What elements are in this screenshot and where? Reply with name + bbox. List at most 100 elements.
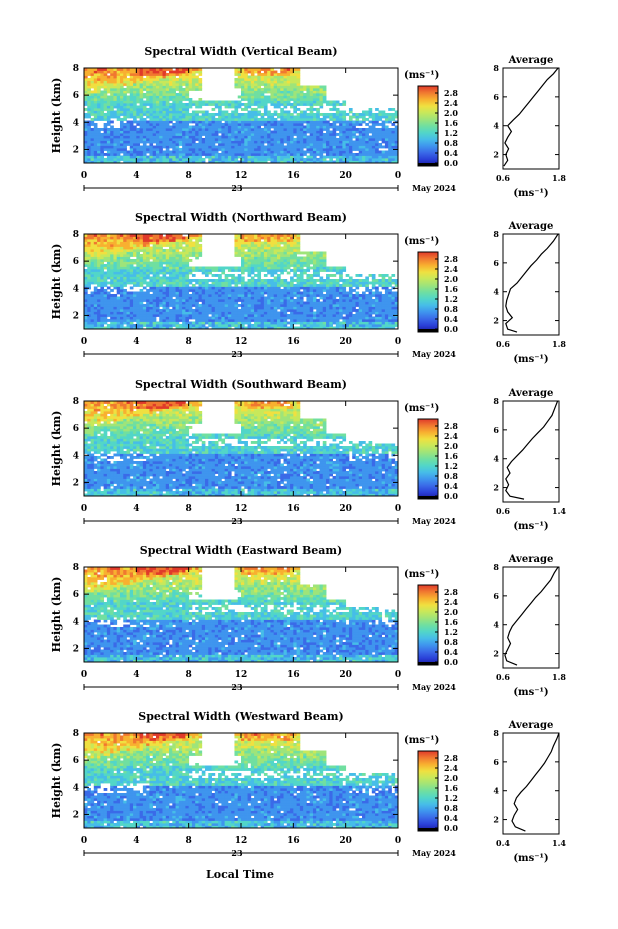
heatmap-cell bbox=[178, 85, 183, 89]
heatmap-cell bbox=[227, 128, 232, 131]
heatmap-cell bbox=[172, 289, 176, 292]
heatmap-cell bbox=[119, 304, 124, 307]
profile-frame bbox=[502, 67, 560, 170]
heatmap-cell bbox=[375, 108, 379, 111]
heatmap-cell bbox=[191, 158, 196, 161]
heatmap-cell bbox=[175, 291, 180, 295]
heatmap-cell bbox=[316, 158, 320, 161]
heatmap-cell bbox=[329, 138, 333, 141]
heatmap-cell bbox=[178, 98, 183, 101]
heatmap-cell bbox=[97, 316, 101, 320]
heatmap-cell bbox=[241, 128, 245, 131]
heatmap-cell bbox=[241, 70, 245, 74]
heatmap-cell bbox=[116, 241, 121, 245]
heatmap-cell bbox=[208, 309, 212, 312]
heatmap-cell bbox=[247, 130, 252, 134]
heatmap-cell bbox=[283, 291, 288, 295]
heatmap-cell bbox=[175, 128, 180, 131]
heatmap-cell bbox=[182, 95, 186, 99]
heatmap-cell bbox=[371, 128, 376, 131]
heatmap-cell bbox=[270, 120, 275, 124]
heatmap-cell bbox=[342, 120, 347, 124]
heatmap-cell bbox=[106, 249, 111, 252]
heatmap-cell bbox=[119, 301, 124, 305]
heatmap-cell bbox=[211, 269, 216, 272]
heatmap-cell bbox=[283, 269, 288, 272]
heatmap-cell bbox=[149, 301, 154, 305]
heatmap-cell bbox=[165, 75, 170, 79]
heatmap-cell bbox=[162, 95, 167, 99]
heatmap-cell bbox=[113, 83, 118, 86]
heatmap-cell bbox=[182, 83, 186, 86]
heatmap-cell bbox=[149, 95, 154, 99]
heatmap-cell bbox=[93, 153, 98, 156]
heatmap-cell bbox=[237, 145, 242, 149]
heatmap-cell bbox=[365, 140, 369, 144]
heatmap-cell bbox=[103, 158, 108, 161]
heatmap-cell bbox=[283, 68, 288, 71]
heatmap-cell bbox=[123, 90, 127, 94]
heatmap-cell bbox=[119, 73, 124, 76]
heatmap-cell bbox=[110, 284, 114, 287]
heatmap-cell bbox=[175, 123, 180, 126]
heatmap-cell bbox=[270, 306, 275, 310]
heatmap-cell bbox=[182, 103, 186, 106]
heatmap-cell bbox=[244, 115, 248, 119]
heatmap-cell bbox=[90, 309, 95, 312]
heatmap-cell bbox=[152, 68, 157, 71]
heatmap-cell bbox=[273, 294, 278, 297]
heatmap-cell bbox=[201, 269, 206, 272]
heatmap-cell bbox=[110, 115, 114, 119]
heatmap-cell bbox=[198, 234, 203, 237]
heatmap-cell bbox=[391, 118, 396, 121]
heatmap-cell bbox=[201, 100, 206, 104]
heatmap-cell bbox=[90, 291, 95, 295]
heatmap-cell bbox=[188, 73, 193, 76]
heatmap-cell bbox=[257, 145, 262, 149]
heatmap-cell bbox=[280, 80, 284, 84]
heatmap-cell bbox=[100, 294, 105, 297]
heatmap-cell bbox=[129, 246, 134, 250]
heatmap-cell bbox=[237, 125, 242, 129]
heatmap-cell bbox=[214, 311, 219, 315]
heatmap-cell bbox=[119, 105, 124, 109]
heatmap-cell bbox=[231, 100, 235, 104]
heatmap-cell bbox=[169, 160, 173, 164]
heatmap-cell bbox=[218, 128, 222, 131]
heatmap-cell bbox=[270, 234, 275, 237]
heatmap-cell bbox=[93, 316, 98, 320]
heatmap-cell bbox=[293, 133, 297, 136]
heatmap-cell bbox=[93, 289, 98, 292]
heatmap-cell bbox=[106, 254, 111, 257]
heatmap-cell bbox=[139, 266, 144, 270]
heatmap-cell bbox=[224, 113, 229, 116]
heatmap-cell bbox=[116, 244, 121, 247]
heatmap-cell bbox=[384, 128, 389, 131]
heatmap-cell bbox=[165, 239, 170, 242]
heatmap-cell bbox=[133, 108, 137, 111]
heatmap-cell bbox=[113, 319, 118, 322]
heatmap-cell bbox=[329, 130, 333, 134]
heatmap-cell bbox=[198, 135, 203, 139]
heatmap-cell bbox=[368, 130, 373, 134]
heatmap-cell bbox=[185, 289, 190, 292]
heatmap-cell bbox=[191, 125, 196, 129]
heatmap-cell bbox=[116, 246, 121, 250]
heatmap-cell bbox=[280, 294, 284, 297]
heatmap-cell bbox=[293, 98, 297, 101]
heatmap-cell bbox=[126, 294, 131, 297]
heatmap-cell bbox=[368, 108, 373, 111]
heatmap-cell bbox=[152, 93, 157, 96]
heatmap-cell bbox=[316, 145, 320, 149]
heatmap-cell bbox=[146, 241, 150, 245]
heatmap-cell bbox=[162, 100, 167, 104]
heatmap-cell bbox=[191, 326, 196, 330]
heatmap-cell bbox=[355, 130, 360, 134]
heatmap-cell bbox=[152, 110, 157, 114]
heatmap-cell bbox=[306, 93, 311, 96]
heatmap-cell bbox=[231, 324, 235, 327]
heatmap-cell bbox=[231, 113, 235, 116]
heatmap-cell bbox=[195, 249, 199, 252]
heatmap-cell bbox=[211, 281, 216, 285]
heatmap-cell bbox=[208, 130, 212, 134]
